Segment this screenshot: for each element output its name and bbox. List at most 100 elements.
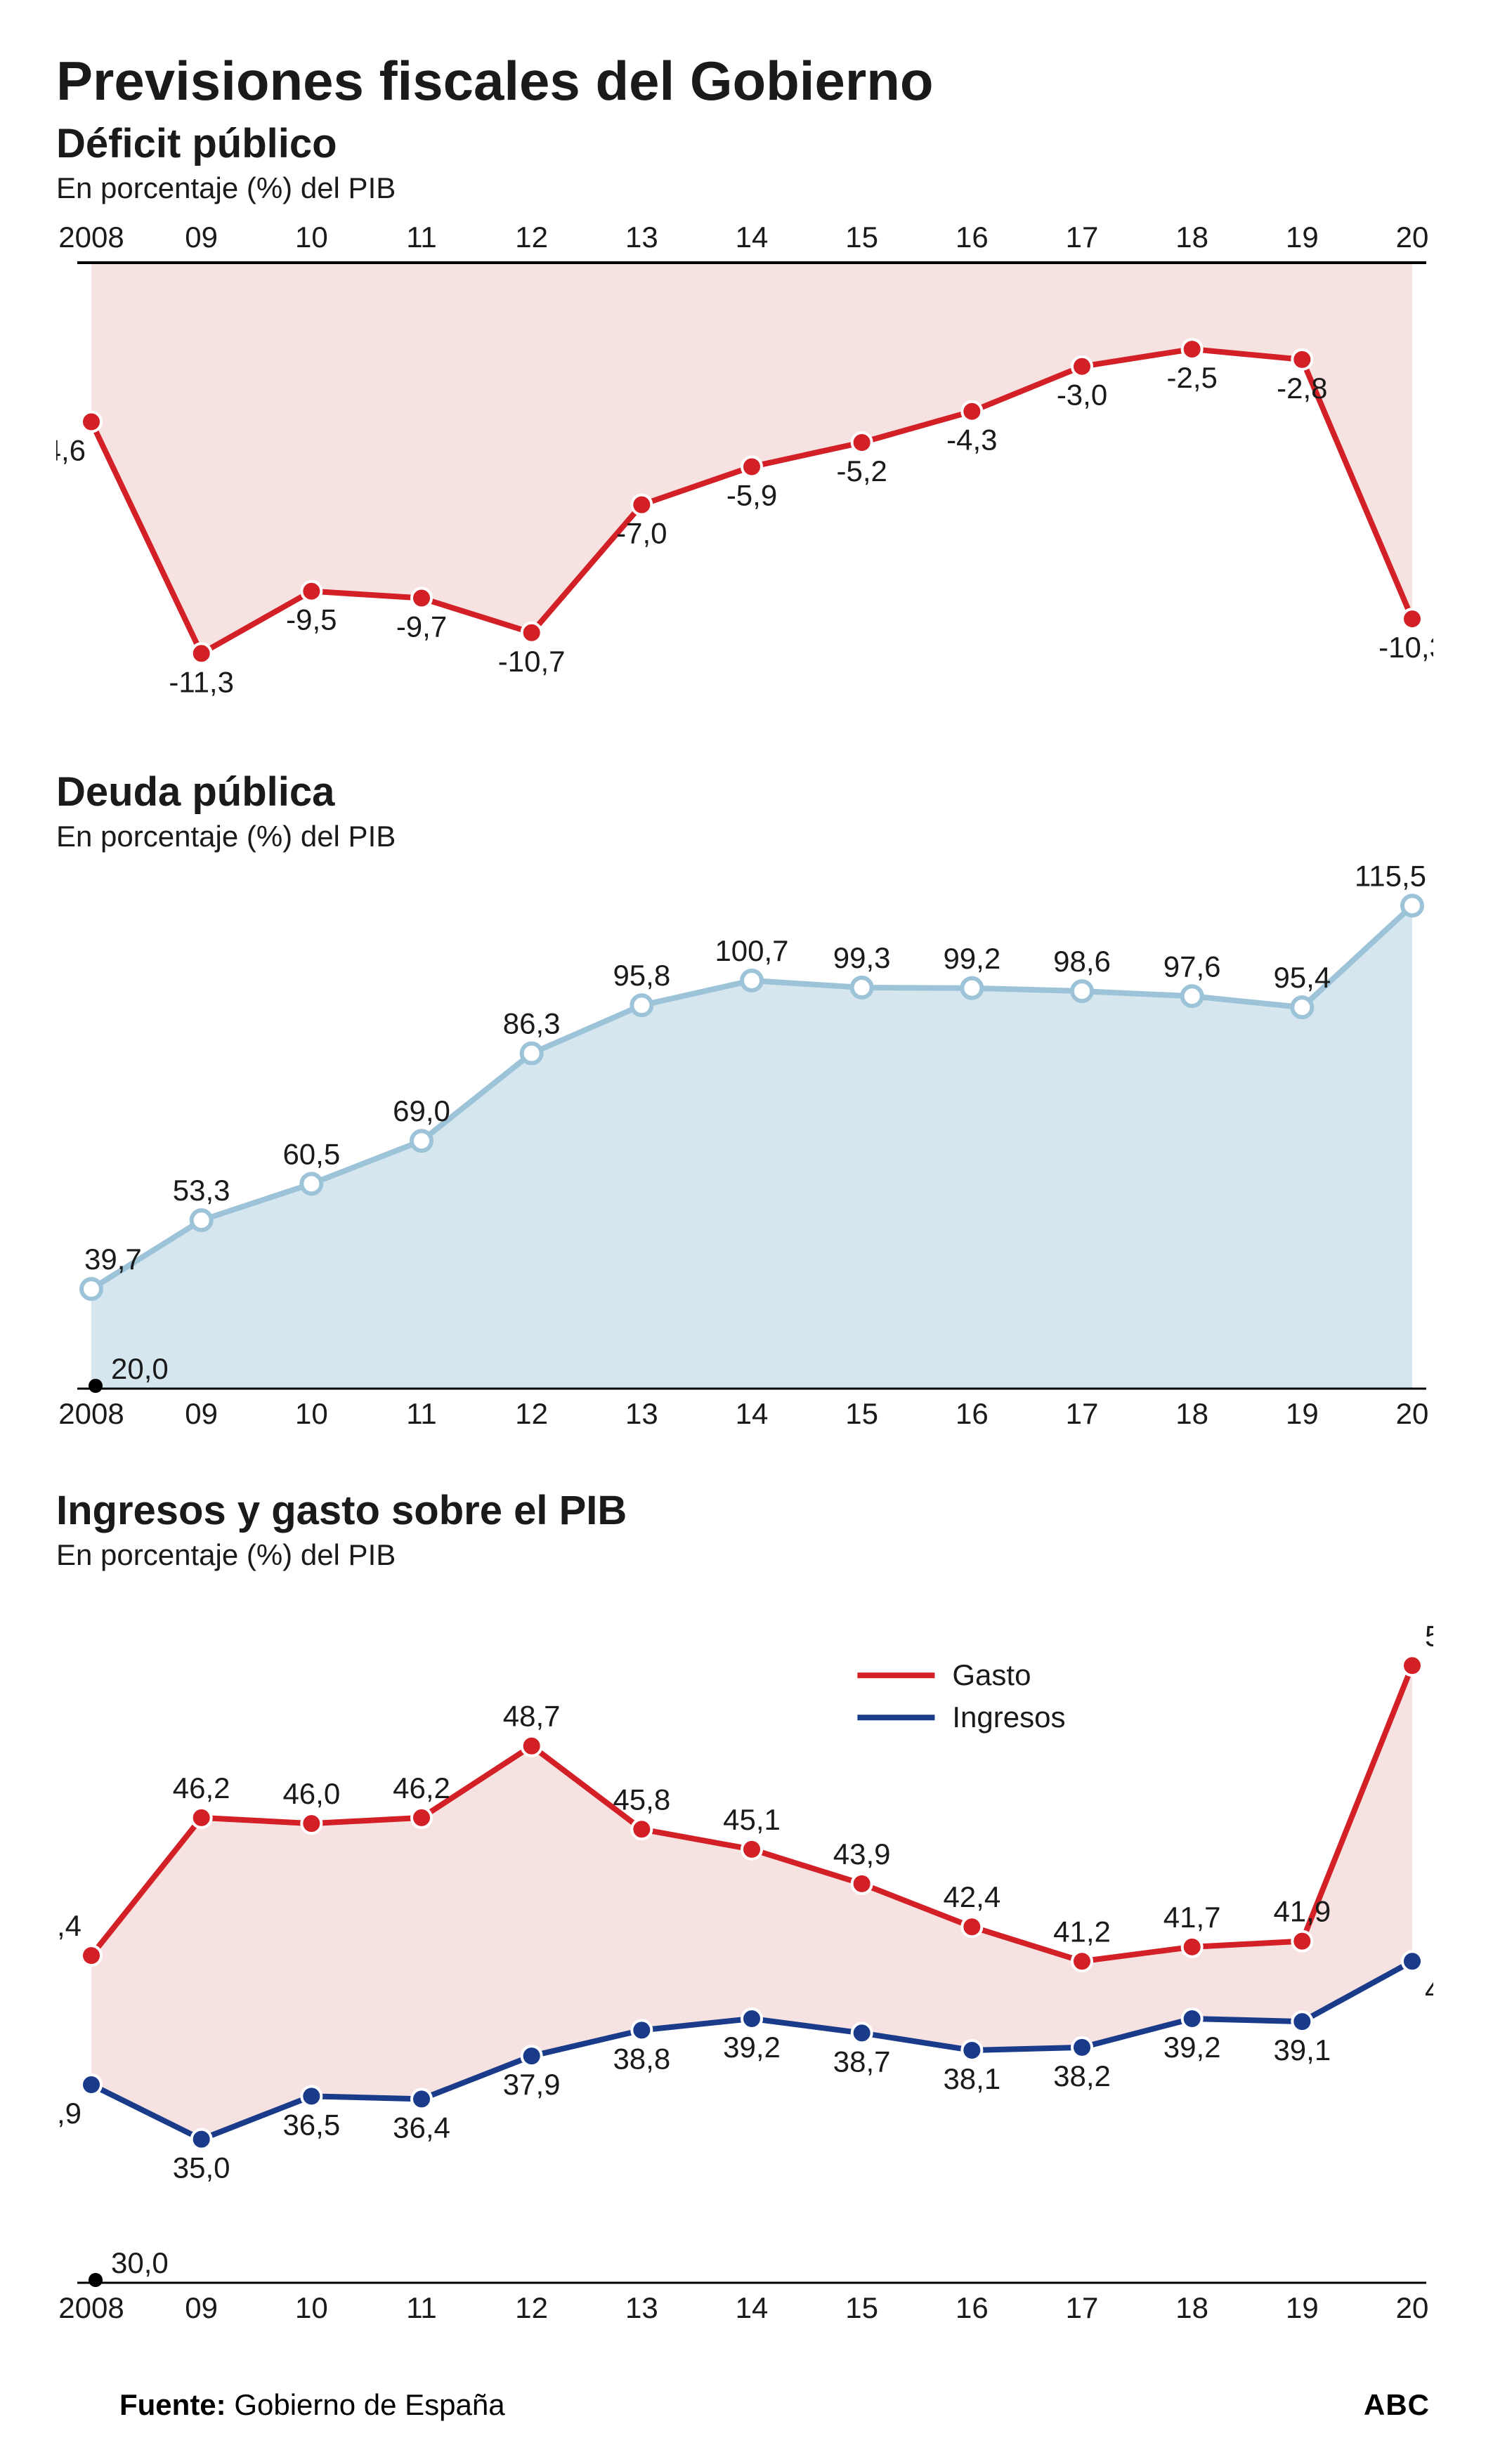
footer-source-label: Fuente: [119, 2388, 226, 2421]
svg-text:30,0: 30,0 [111, 2246, 169, 2279]
svg-text:20: 20 [1396, 1397, 1429, 1430]
svg-text:13: 13 [625, 221, 658, 254]
chart-deficit-subtitle: En porcentaje (%) del PIB [56, 171, 1437, 205]
svg-text:48,7: 48,7 [503, 1700, 561, 1733]
svg-text:19: 19 [1286, 221, 1319, 254]
svg-text:-4,6: -4,6 [56, 433, 86, 466]
svg-text:39,2: 39,2 [723, 2031, 781, 2064]
chart-debt-title: Deuda pública [56, 768, 1437, 815]
svg-text:99,3: 99,3 [833, 941, 891, 974]
svg-text:-11,3: -11,3 [169, 665, 234, 698]
svg-text:86,3: 86,3 [503, 1007, 561, 1040]
chart-deficit-title: Déficit público [56, 120, 1437, 167]
svg-text:38,2: 38,2 [1053, 2059, 1111, 2092]
svg-text:14: 14 [736, 1397, 769, 1430]
svg-text:10: 10 [295, 221, 328, 254]
chart-debt: Deuda pública En porcentaje (%) del PIB … [56, 768, 1437, 1445]
footer-source: Fuente: Gobierno de España [119, 2388, 505, 2422]
svg-text:38,8: 38,8 [613, 2042, 670, 2075]
svg-text:41,7: 41,7 [1163, 1901, 1221, 1934]
svg-text:42,4: 42,4 [943, 1880, 1000, 1913]
svg-text:45,1: 45,1 [723, 1803, 781, 1836]
svg-text:17: 17 [1066, 221, 1099, 254]
svg-text:18: 18 [1175, 221, 1208, 254]
svg-text:-2,5: -2,5 [1166, 361, 1217, 394]
svg-text:53,3: 53,3 [173, 1174, 230, 1207]
svg-text:17: 17 [1066, 2291, 1099, 2324]
svg-text:12: 12 [515, 1397, 548, 1430]
svg-text:11: 11 [406, 221, 437, 254]
svg-text:14: 14 [736, 2291, 769, 2324]
svg-text:17: 17 [1066, 1397, 1099, 1430]
footer-brand: ABC [1364, 2388, 1430, 2422]
svg-text:09: 09 [185, 221, 218, 254]
svg-text:69,0: 69,0 [393, 1094, 450, 1127]
svg-text:100,7: 100,7 [715, 934, 788, 967]
svg-text:Gasto: Gasto [952, 1658, 1031, 1691]
svg-text:09: 09 [185, 1397, 218, 1430]
svg-text:14: 14 [736, 221, 769, 254]
svg-text:09: 09 [185, 2291, 218, 2324]
svg-text:46,2: 46,2 [393, 1771, 450, 1804]
svg-text:95,8: 95,8 [613, 959, 670, 992]
page: Previsiones fiscales del Gobierno Défici… [0, 0, 1493, 2464]
svg-text:15: 15 [845, 2291, 878, 2324]
svg-text:-7,0: -7,0 [616, 517, 667, 550]
svg-text:41,4: 41,4 [56, 1909, 82, 1942]
svg-text:-5,2: -5,2 [836, 454, 887, 487]
footer: Fuente: Gobierno de España ABC [56, 2381, 1437, 2422]
svg-text:13: 13 [625, 1397, 658, 1430]
svg-text:-5,9: -5,9 [726, 478, 777, 511]
svg-text:18: 18 [1175, 1397, 1208, 1430]
footer-source-value: Gobierno de España [234, 2388, 504, 2421]
svg-text:16: 16 [956, 221, 989, 254]
svg-text:12: 12 [515, 2291, 548, 2324]
svg-text:37,9: 37,9 [503, 2068, 561, 2101]
svg-text:10: 10 [295, 1397, 328, 1430]
svg-text:2008: 2008 [58, 221, 124, 254]
svg-text:51,5: 51,5 [1425, 1619, 1433, 1652]
svg-text:36,4: 36,4 [393, 2111, 450, 2144]
chart-debt-subtitle: En porcentaje (%) del PIB [56, 820, 1437, 853]
svg-text:19: 19 [1286, 2291, 1319, 2324]
svg-text:11: 11 [406, 1397, 437, 1430]
svg-text:19: 19 [1286, 1397, 1319, 1430]
svg-text:115,5: 115,5 [1355, 862, 1426, 892]
chart-income-expense: Ingresos y gasto sobre el PIB En porcent… [56, 1487, 1437, 2339]
svg-text:16: 16 [956, 1397, 989, 1430]
svg-text:15: 15 [845, 1397, 878, 1430]
svg-text:-9,7: -9,7 [396, 610, 447, 643]
svg-text:12: 12 [515, 221, 548, 254]
svg-text:-10,7: -10,7 [498, 645, 566, 678]
svg-text:38,7: 38,7 [833, 2045, 891, 2078]
svg-text:95,4: 95,4 [1273, 961, 1331, 994]
svg-text:13: 13 [625, 2291, 658, 2324]
svg-text:98,6: 98,6 [1053, 945, 1111, 978]
svg-text:16: 16 [956, 2291, 989, 2324]
chart-ie-svg: 41,446,246,046,248,745,845,143,942,441,2… [56, 1580, 1433, 2339]
svg-text:46,0: 46,0 [282, 1777, 340, 1810]
svg-text:46,2: 46,2 [173, 1771, 230, 1804]
svg-text:-3,0: -3,0 [1057, 379, 1107, 412]
svg-text:39,1: 39,1 [1273, 2033, 1331, 2066]
svg-text:36,9: 36,9 [56, 2097, 82, 2130]
chart-deficit-svg: 2008091011121314151617181920-4,6-11,3-9,… [56, 214, 1433, 726]
svg-text:60,5: 60,5 [282, 1137, 340, 1170]
svg-text:39,2: 39,2 [1163, 2031, 1221, 2064]
chart-debt-svg: 39,753,360,569,086,395,8100,799,399,298,… [56, 862, 1433, 1445]
svg-text:41,9: 41,9 [1273, 1895, 1331, 1928]
svg-text:43,9: 43,9 [833, 1837, 891, 1870]
svg-text:-9,5: -9,5 [286, 603, 337, 636]
svg-text:10: 10 [295, 2291, 328, 2324]
svg-text:20,0: 20,0 [111, 1352, 169, 1385]
chart-ie-title: Ingresos y gasto sobre el PIB [56, 1487, 1437, 1534]
svg-text:41,2: 41,2 [1053, 1915, 1111, 1948]
svg-text:97,6: 97,6 [1163, 950, 1221, 983]
chart-ie-subtitle: En porcentaje (%) del PIB [56, 1538, 1437, 1572]
svg-text:35,0: 35,0 [173, 2151, 230, 2184]
svg-text:20: 20 [1396, 221, 1429, 254]
svg-text:18: 18 [1175, 2291, 1208, 2324]
svg-text:41,2: 41,2 [1425, 1973, 1433, 2006]
svg-text:-4,3: -4,3 [946, 424, 997, 457]
main-title: Previsiones fiscales del Gobierno [56, 49, 1437, 113]
